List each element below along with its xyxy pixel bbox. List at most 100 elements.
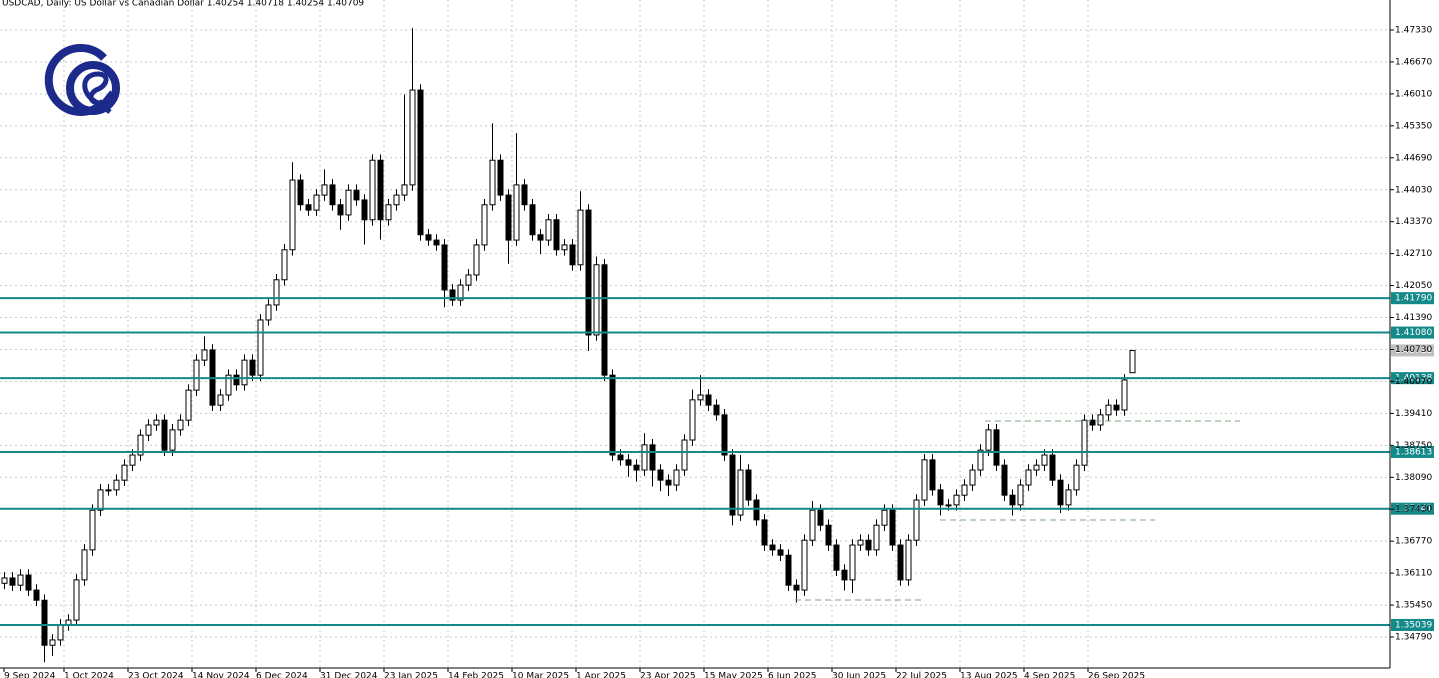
candle-body	[1057, 479, 1064, 506]
y-tick-label: 1.42710	[1395, 249, 1432, 259]
level-label-box	[1391, 502, 1434, 515]
candle-body	[513, 184, 520, 241]
level-label-box	[1391, 445, 1434, 458]
candle-body	[489, 159, 496, 206]
x-tick-label: 13 Aug 2025	[960, 672, 1018, 678]
level-label: 1.40138	[1395, 374, 1432, 384]
candle-body	[441, 244, 448, 291]
candle-body	[1089, 419, 1096, 426]
candle-body	[617, 454, 624, 461]
level-label: 1.38613	[1395, 447, 1432, 457]
y-tick-label: 1.36770	[1395, 537, 1432, 547]
candle-body	[881, 509, 888, 526]
candle-body	[609, 374, 616, 456]
x-tick-label: 1 Oct 2024	[64, 672, 114, 678]
candle-body	[753, 499, 760, 521]
level-label: 1.41080	[1395, 328, 1432, 338]
candle-body	[697, 394, 704, 401]
y-tick-label: 1.41390	[1395, 313, 1432, 323]
candle-body	[649, 444, 656, 471]
candle-body	[409, 89, 416, 186]
candle-body	[1033, 464, 1040, 471]
candle-body	[857, 539, 864, 546]
candle-body	[129, 454, 136, 466]
candle-body	[473, 244, 480, 276]
x-tick-label: 10 Mar 2025	[512, 672, 569, 678]
candle-body	[1041, 454, 1048, 466]
candle-body	[849, 544, 856, 581]
candle-body	[889, 509, 896, 546]
candle-body	[961, 484, 968, 496]
x-tick-label: 23 Apr 2025	[640, 672, 696, 678]
candle-body	[185, 389, 192, 421]
x-tick-label: 23 Oct 2024	[128, 672, 184, 678]
candle-body	[377, 159, 384, 221]
logo-amp	[82, 71, 114, 114]
candle-body	[177, 419, 184, 431]
candle-body	[729, 454, 736, 516]
level-label-box	[1391, 326, 1434, 339]
y-tick-label: 1.43370	[1395, 217, 1432, 227]
candle-body	[681, 439, 688, 471]
y-tick-label: 1.38750	[1395, 441, 1432, 451]
candle-body	[497, 159, 504, 196]
candle-body	[153, 419, 160, 426]
candle-body	[529, 204, 536, 236]
candle-body	[1017, 484, 1024, 506]
y-tick-label: 1.46010	[1395, 89, 1432, 99]
candle-body	[1001, 464, 1008, 496]
candle-body	[777, 549, 784, 556]
candle-body	[721, 414, 728, 456]
candle-body	[873, 524, 880, 551]
candle-body	[201, 349, 208, 361]
candle-body	[761, 519, 768, 546]
x-tick-label: 1 Apr 2025	[576, 672, 626, 678]
candle-body	[545, 219, 552, 241]
candle-body	[33, 589, 40, 601]
candle-body	[825, 524, 832, 546]
candle-body	[97, 489, 104, 511]
y-tick-label: 1.34790	[1395, 633, 1432, 643]
x-tick-label: 9 Sep 2024	[4, 672, 56, 678]
candle-body	[449, 289, 456, 301]
candle-body	[1009, 494, 1016, 506]
level-label: 1.41790	[1395, 294, 1432, 304]
levels: 1.41790 1.41080 1.40138 1.38613 1.37441 1.350…	[0, 292, 1434, 631]
candle-body	[921, 459, 928, 501]
candle-body	[521, 184, 528, 206]
x-tick-label: 23 Jan 2025	[384, 672, 438, 678]
y-tick-label: 1.37430	[1395, 505, 1432, 515]
candle-body	[113, 479, 120, 491]
candle-body	[601, 264, 608, 376]
logo	[44, 44, 120, 116]
candle-body	[9, 577, 16, 586]
candle-body	[41, 599, 48, 646]
candle-body	[89, 509, 96, 551]
chart-title: USDCAD, Daily: US Dollar vs Canadian Dol…	[2, 0, 364, 9]
candle-body	[1113, 404, 1120, 411]
candle-body	[289, 179, 296, 251]
candle-body	[713, 404, 720, 416]
y-tick-label: 1.35450	[1395, 601, 1432, 611]
candle-body	[977, 449, 984, 471]
candle-body	[913, 499, 920, 541]
candle-body	[745, 469, 752, 501]
candle-body	[793, 584, 800, 591]
candle-body	[457, 284, 464, 301]
last-price-label: 1.40711	[1395, 346, 1432, 356]
candle-body	[953, 494, 960, 506]
level-label: 1.37441	[1395, 504, 1432, 514]
candle-body	[505, 194, 512, 241]
candle-body	[345, 189, 352, 216]
candle-body	[105, 489, 112, 492]
level-label: 1.35039	[1395, 620, 1432, 630]
level-label-box	[1391, 292, 1434, 305]
candle-body	[433, 239, 440, 246]
x-tick-label: 6 Jun 2025	[768, 672, 816, 678]
x-tick-label: 6 Dec 2024	[256, 672, 308, 678]
candle-body	[1081, 419, 1088, 466]
last-price-box	[1391, 344, 1434, 357]
candle-body	[641, 444, 648, 471]
x-tick-label: 4 Sep 2025	[1024, 672, 1075, 678]
candle-body	[1049, 454, 1056, 481]
